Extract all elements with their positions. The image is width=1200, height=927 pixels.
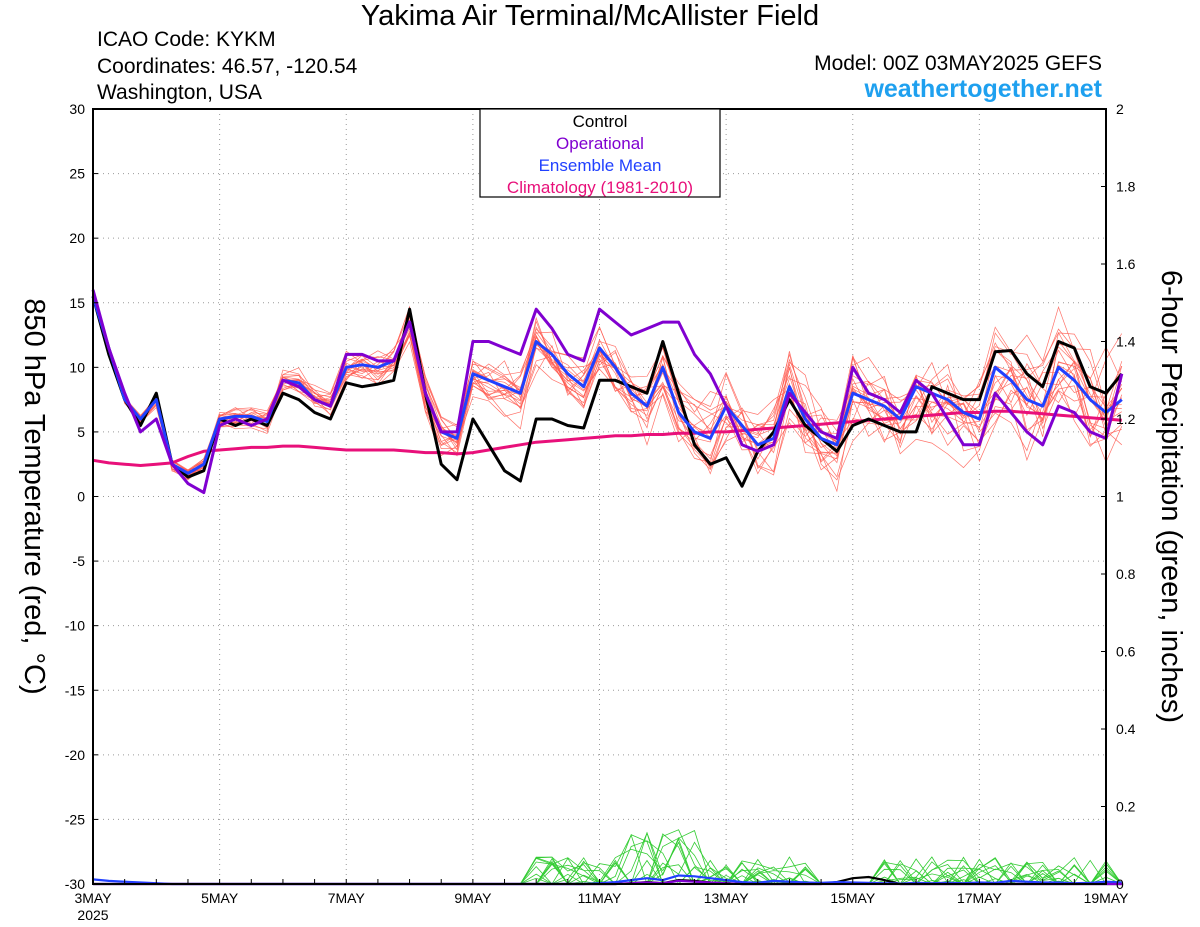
legend: Control Operational Ensemble Mean Climatolo…	[479, 108, 721, 198]
legend-entry: Ensemble Mean	[539, 156, 662, 175]
x-tick-label: 9MAY	[454, 890, 492, 906]
x-tick-label: 17MAY	[957, 890, 1003, 906]
y-tick-label: -5	[73, 553, 86, 569]
y-tick-label: 15	[69, 295, 85, 311]
y-tick-label: 20	[69, 230, 85, 246]
temp-member-line	[92, 296, 1123, 477]
temp-member-line	[92, 297, 1122, 481]
x-tick-label: 19MAY	[1084, 890, 1130, 906]
precip-members	[93, 829, 1123, 885]
y2-tick-label: 0.2	[1116, 799, 1136, 815]
y2-tick-label: 0.4	[1116, 721, 1136, 737]
icao-code: ICAO Code: KYKM	[97, 28, 276, 51]
x-tick-label: 3MAY	[74, 890, 112, 906]
precip-member-line	[93, 837, 1123, 885]
axes: 302520151050-5-10-15-20-25-3021.81.61.41…	[18, 101, 1187, 923]
y-tick-label: -20	[65, 747, 85, 763]
page-title: Yakima Air Terminal/McAllister Field	[360, 0, 820, 32]
y2-tick-label: 2	[1116, 101, 1124, 117]
y2-tick-label: 1	[1116, 489, 1124, 505]
temp-climo-line	[92, 409, 1122, 467]
legend-entry: Control	[573, 112, 628, 131]
legend-box	[479, 108, 721, 198]
y-tick-label: -25	[65, 811, 85, 827]
x-tick-sublabel: 2025	[77, 907, 108, 923]
legend-entry: Operational	[556, 134, 644, 153]
legend-entry: Climatology (1981-2010)	[507, 178, 693, 197]
temp-member-line	[92, 296, 1123, 481]
y2-tick-label: 1.4	[1116, 334, 1136, 350]
y-tick-label: -15	[65, 682, 85, 698]
main-lines	[91, 289, 1124, 886]
y2-tick-label: 0	[1116, 876, 1124, 892]
y-tick-label: 30	[69, 101, 85, 117]
model-run: Model: 00Z 03MAY2025 GEFS	[814, 52, 1102, 75]
coordinates: Coordinates: 46.57, -120.54	[97, 55, 358, 78]
y2-tick-label: 0.8	[1116, 566, 1136, 582]
y-axis-label: 850 hPa Temperature (red, °C)	[18, 298, 50, 694]
y-tick-label: 10	[69, 359, 85, 375]
y-tick-label: 0	[77, 489, 85, 505]
site-link[interactable]: weathertogether.net	[864, 75, 1102, 103]
x-tick-label: 13MAY	[704, 890, 750, 906]
temp-control-line	[91, 295, 1123, 488]
temp-member-line	[92, 296, 1122, 493]
x-tick-label: 5MAY	[201, 890, 239, 906]
x-tick-label: 15MAY	[830, 890, 876, 906]
y2-tick-label: 1.8	[1116, 179, 1136, 195]
y2-tick-label: 0.6	[1116, 644, 1136, 660]
x-tick-label: 7MAY	[328, 890, 366, 906]
y2-tick-label: 1.6	[1116, 256, 1136, 272]
temp-member-line	[92, 298, 1123, 480]
y-tick-label: 5	[77, 424, 85, 440]
y-tick-label: -10	[65, 618, 85, 634]
precip-member-line	[93, 834, 1122, 885]
plot-frame	[92, 108, 1107, 885]
grid	[93, 109, 1106, 884]
y2-tick-label: 1.2	[1116, 411, 1136, 427]
precip-member-line	[93, 834, 1123, 885]
location: Washington, USA	[97, 81, 262, 104]
temp-member-line	[92, 295, 1123, 472]
temp-operational-line	[91, 289, 1124, 495]
temp-member-line	[92, 294, 1123, 479]
y2-axis-label: 6-hour Precipitation (green, inches)	[1155, 270, 1187, 723]
y-tick-label: 25	[69, 166, 85, 182]
temp-member-line	[92, 293, 1123, 472]
x-tick-label: 11MAY	[578, 890, 622, 906]
temp-member-line	[92, 297, 1122, 479]
ensemble-members	[92, 293, 1123, 493]
y-tick-label: -30	[65, 876, 85, 892]
